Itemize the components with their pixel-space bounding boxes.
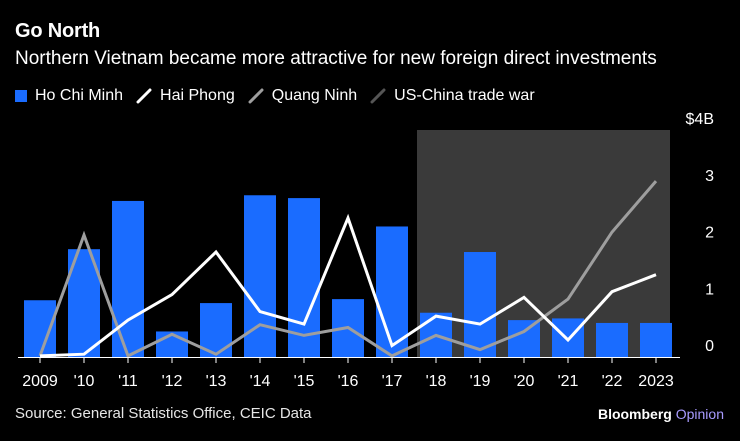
x-tick-label-4: '13	[206, 373, 227, 390]
bar-ho-chi-minh-11	[508, 320, 540, 357]
brand-main: Bloomberg	[597, 406, 672, 422]
x-tick-label-9: '18	[426, 373, 447, 390]
y-tick-label-3: 3	[705, 168, 714, 185]
y-tick-label-2: 2	[705, 225, 714, 242]
line-quang-ninh	[38, 180, 658, 358]
legend-label-ho-chi-minh: Ho Chi Minh	[35, 87, 124, 104]
legend: Ho Chi Minh Hai Phong Quang Ninh US-Chin…	[15, 87, 548, 105]
x-tick-label-12: '21	[558, 373, 579, 390]
x-tick-label-8: '17	[382, 373, 403, 390]
bar-ho-chi-minh-14	[640, 322, 672, 357]
legend-label-trade-war: US-China trade war	[394, 87, 535, 104]
y-tick-label-4: $4B	[686, 111, 714, 128]
bar-ho-chi-minh-6	[288, 198, 320, 357]
bar-ho-chi-minh-12	[552, 318, 584, 357]
x-tick-label-13: '22	[602, 373, 623, 390]
legend-item-hai-phong: Hai Phong	[136, 87, 235, 105]
x-tick-label-10: '19	[470, 373, 491, 390]
bar-ho-chi-minh-5	[244, 195, 276, 357]
chart-subtitle: Northern Vietnam became more attractive …	[15, 48, 657, 69]
x-tick-label-0: 2009	[22, 373, 58, 390]
x-tick-label-1: '10	[74, 373, 95, 390]
legend-item-quang-ninh: Quang Ninh	[248, 87, 357, 105]
x-tick-label-3: '12	[162, 373, 183, 390]
y-tick-label-1: 1	[705, 281, 714, 298]
bar-ho-chi-minh-2	[112, 200, 144, 357]
bar-ho-chi-minh-10	[464, 252, 496, 357]
brand-sub: Opinion	[675, 406, 724, 422]
legend-label-hai-phong: Hai Phong	[160, 87, 235, 104]
x-tick-label-11: '20	[514, 373, 535, 390]
brand-logo: Bloomberg Opinion	[598, 406, 724, 422]
shaded-region-trade-war	[417, 130, 670, 357]
bar-ho-chi-minh-8	[376, 226, 408, 357]
legend-label-quang-ninh: Quang Ninh	[271, 87, 358, 104]
legend-swatch-quang-ninh	[248, 88, 264, 104]
x-tick-label-6: '15	[294, 373, 315, 390]
line-hai-phong	[39, 213, 657, 358]
chart-title: Go North	[15, 20, 101, 42]
source-note: Source: General Statistics Office, CEIC …	[15, 405, 312, 422]
x-tick-label-2: '11	[118, 373, 138, 390]
legend-swatch-trade-war	[370, 88, 386, 104]
legend-swatch-hai-phong	[136, 88, 152, 104]
bar-ho-chi-minh-13	[596, 322, 628, 357]
legend-item-ho-chi-minh: Ho Chi Minh	[15, 87, 123, 105]
legend-item-trade-war: US-China trade war	[370, 87, 535, 105]
x-tick-label-7: '16	[338, 373, 359, 390]
y-tick-label-0: 0	[705, 338, 714, 355]
legend-swatch-ho-chi-minh	[15, 90, 27, 102]
x-tick-label-5: '14	[250, 373, 271, 390]
x-tick-label-14: 2023	[638, 373, 674, 390]
